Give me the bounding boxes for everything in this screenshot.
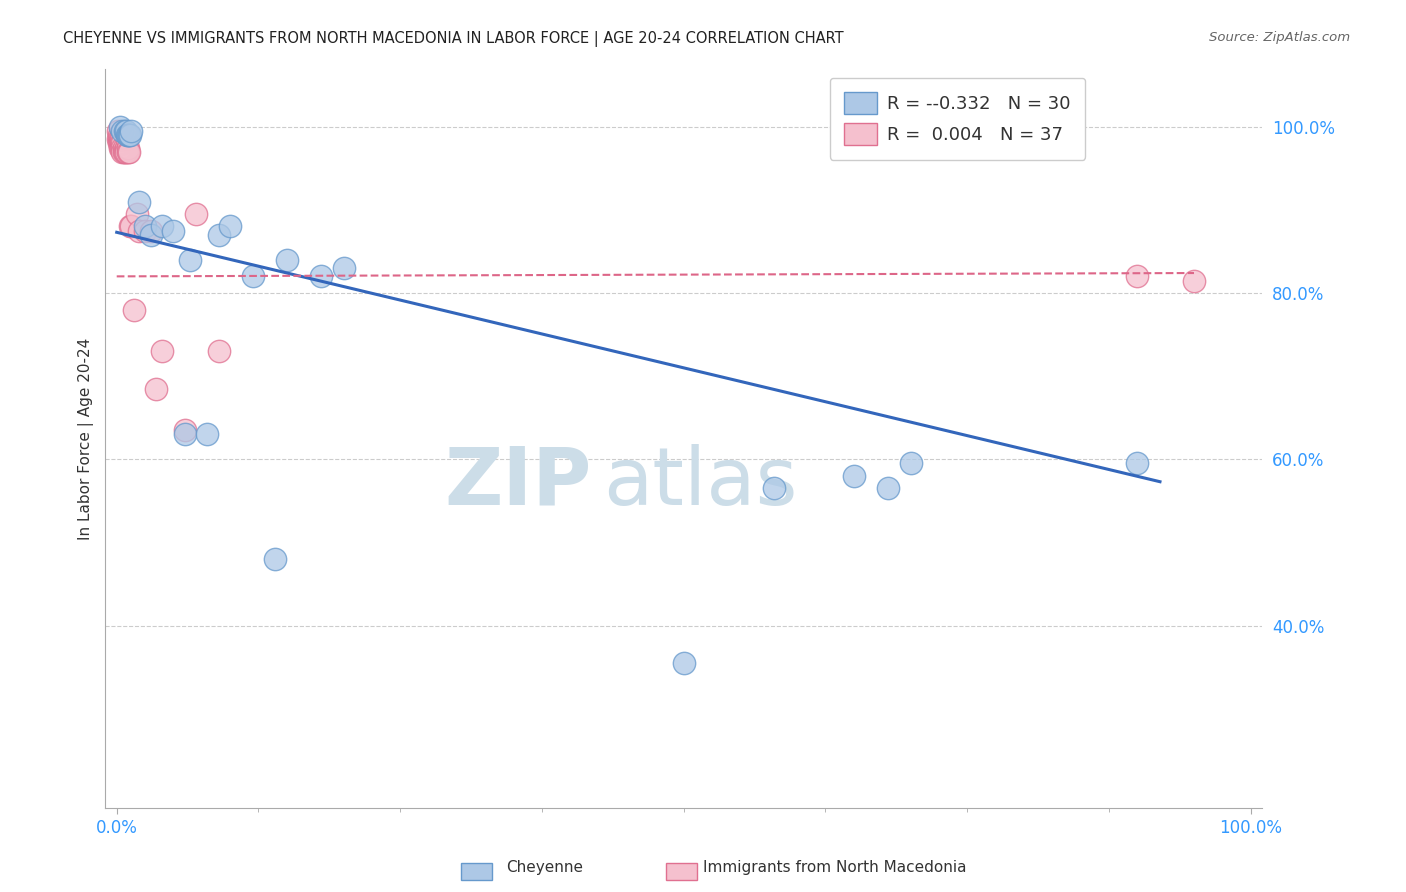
- Point: [134, 219, 156, 234]
- Point: [107, 124, 129, 138]
- Point: [184, 207, 207, 221]
- Point: [114, 124, 136, 138]
- Point: [117, 140, 139, 154]
- Point: [110, 136, 132, 151]
- Point: [139, 224, 162, 238]
- Point: [114, 140, 136, 154]
- Point: [173, 423, 195, 437]
- Point: [118, 128, 141, 142]
- Point: [108, 132, 131, 146]
- Point: [1126, 457, 1149, 471]
- Point: [112, 145, 135, 159]
- Point: [111, 136, 134, 151]
- Point: [162, 224, 184, 238]
- Point: [1182, 273, 1205, 287]
- Point: [763, 481, 786, 495]
- Point: [110, 140, 132, 154]
- Point: [179, 252, 201, 267]
- Point: [208, 227, 231, 242]
- Text: ZIP: ZIP: [444, 444, 591, 522]
- Point: [108, 136, 131, 151]
- Point: [121, 219, 143, 234]
- Point: [264, 552, 287, 566]
- Point: [150, 344, 173, 359]
- Point: [842, 469, 865, 483]
- Point: [117, 128, 139, 142]
- Text: Source: ZipAtlas.com: Source: ZipAtlas.com: [1209, 31, 1350, 45]
- Text: Cheyenne: Cheyenne: [506, 861, 583, 875]
- Point: [108, 120, 131, 134]
- Text: Immigrants from North Macedonia: Immigrants from North Macedonia: [703, 861, 966, 875]
- Point: [276, 252, 298, 267]
- Legend: R = --0.332   N = 30, R =  0.004   N = 37: R = --0.332 N = 30, R = 0.004 N = 37: [830, 78, 1085, 160]
- Point: [111, 140, 134, 154]
- Point: [134, 224, 156, 238]
- Point: [900, 457, 922, 471]
- Point: [876, 481, 898, 495]
- Point: [108, 136, 131, 151]
- Point: [672, 656, 695, 670]
- Text: atlas: atlas: [603, 444, 797, 522]
- Point: [117, 145, 139, 159]
- Point: [309, 269, 332, 284]
- Point: [242, 269, 264, 284]
- Point: [115, 128, 138, 142]
- Point: [114, 145, 136, 159]
- Point: [111, 145, 134, 159]
- Point: [332, 261, 354, 276]
- Text: CHEYENNE VS IMMIGRANTS FROM NORTH MACEDONIA IN LABOR FORCE | AGE 20-24 CORRELATI: CHEYENNE VS IMMIGRANTS FROM NORTH MACEDO…: [63, 31, 844, 47]
- Point: [219, 219, 242, 234]
- Point: [114, 124, 136, 138]
- Point: [115, 132, 138, 146]
- Point: [120, 219, 142, 234]
- Point: [127, 207, 149, 221]
- Point: [120, 128, 142, 142]
- Point: [197, 427, 219, 442]
- Point: [139, 227, 162, 242]
- Point: [108, 140, 131, 154]
- Point: [108, 132, 131, 146]
- Point: [110, 132, 132, 146]
- Point: [1126, 269, 1149, 284]
- Point: [107, 132, 129, 146]
- Point: [118, 145, 141, 159]
- Point: [122, 302, 145, 317]
- Point: [128, 224, 150, 238]
- Point: [108, 128, 131, 142]
- Point: [145, 382, 167, 396]
- Point: [114, 145, 136, 159]
- Point: [111, 124, 134, 138]
- Point: [121, 124, 143, 138]
- Point: [208, 344, 231, 359]
- Point: [112, 140, 135, 154]
- Point: [150, 219, 173, 234]
- Y-axis label: In Labor Force | Age 20-24: In Labor Force | Age 20-24: [79, 337, 94, 540]
- Point: [128, 194, 150, 209]
- Point: [173, 427, 195, 442]
